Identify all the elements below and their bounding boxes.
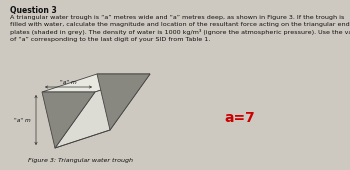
Text: Figure 3: Triangular water trough: Figure 3: Triangular water trough: [28, 158, 133, 163]
Polygon shape: [42, 74, 150, 92]
Text: "a" m: "a" m: [60, 80, 77, 85]
Text: Question 3: Question 3: [10, 6, 57, 15]
Polygon shape: [42, 92, 95, 148]
Text: "a" m: "a" m: [14, 117, 31, 123]
Polygon shape: [97, 74, 150, 130]
Text: A triangular water trough is “a” metres wide and “a” metres deep, as shown in Fi: A triangular water trough is “a” metres …: [10, 15, 350, 42]
Text: a=7: a=7: [225, 111, 256, 125]
Polygon shape: [55, 74, 150, 148]
